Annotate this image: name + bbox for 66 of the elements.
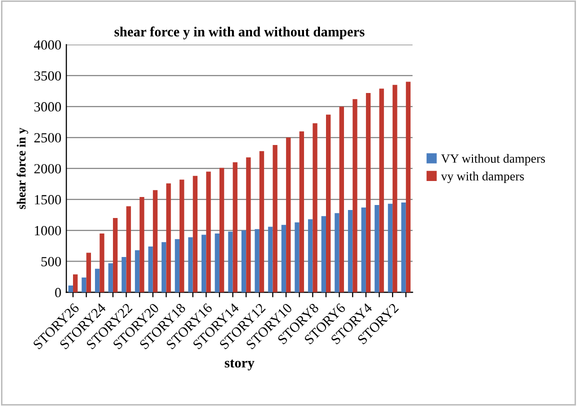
bar <box>379 88 384 292</box>
bar <box>312 123 318 292</box>
bar <box>134 250 140 292</box>
bar <box>232 162 238 292</box>
bar <box>192 176 198 292</box>
y-tick-label: 2500 <box>34 133 61 142</box>
bar <box>82 277 86 292</box>
bar <box>361 207 366 292</box>
bar <box>122 257 126 292</box>
bar <box>246 157 251 292</box>
bar <box>281 224 286 292</box>
bar <box>348 210 353 292</box>
bar <box>406 82 411 292</box>
bar <box>100 234 104 292</box>
bar <box>339 106 344 292</box>
bar <box>108 263 113 292</box>
y-tick-label: 1500 <box>34 195 61 204</box>
bar <box>148 246 153 292</box>
y-tick-label: 3500 <box>34 71 61 81</box>
y-tick-label: 2000 <box>34 164 61 174</box>
bar <box>166 183 171 292</box>
bar <box>308 219 313 292</box>
bar <box>352 99 358 292</box>
bar <box>94 268 100 292</box>
chart-title: shear force y in with and without dampers <box>114 26 364 40</box>
bar <box>152 190 158 292</box>
bar <box>228 232 233 292</box>
bar <box>86 252 91 292</box>
bar <box>202 234 206 292</box>
bar <box>366 92 371 292</box>
bar <box>326 114 331 292</box>
bar <box>241 230 246 292</box>
bar <box>259 151 264 292</box>
bar <box>374 205 380 292</box>
bar <box>174 239 180 292</box>
bar <box>180 180 184 292</box>
y-tick-label: 500 <box>41 256 61 266</box>
bar <box>126 206 131 292</box>
bar <box>68 286 74 292</box>
bar <box>334 213 340 292</box>
bar <box>140 196 144 292</box>
x-axis-title: story <box>224 360 254 370</box>
bar <box>219 168 224 292</box>
bar <box>188 237 193 292</box>
bar <box>214 234 220 292</box>
bar <box>401 202 406 292</box>
bar <box>321 216 326 292</box>
bar <box>268 226 273 292</box>
y-tick-label: 1000 <box>34 226 61 236</box>
bar <box>112 218 118 292</box>
bar <box>388 204 393 292</box>
legend-label: VY without dampers <box>441 154 545 166</box>
bar <box>272 144 278 292</box>
bar <box>286 138 291 292</box>
y-tick-label: 4000 <box>34 40 61 50</box>
y-tick-label: 0 <box>55 288 61 298</box>
bar <box>294 222 300 292</box>
bar <box>206 172 211 292</box>
bar <box>162 242 166 292</box>
legend-label: vy with dampers <box>441 172 524 184</box>
bar <box>299 131 304 292</box>
bar <box>392 84 398 292</box>
bar <box>254 229 260 292</box>
bar <box>73 274 78 292</box>
y-tick-label: 3000 <box>34 102 61 112</box>
y-axis-title: shear force in y <box>16 128 28 210</box>
